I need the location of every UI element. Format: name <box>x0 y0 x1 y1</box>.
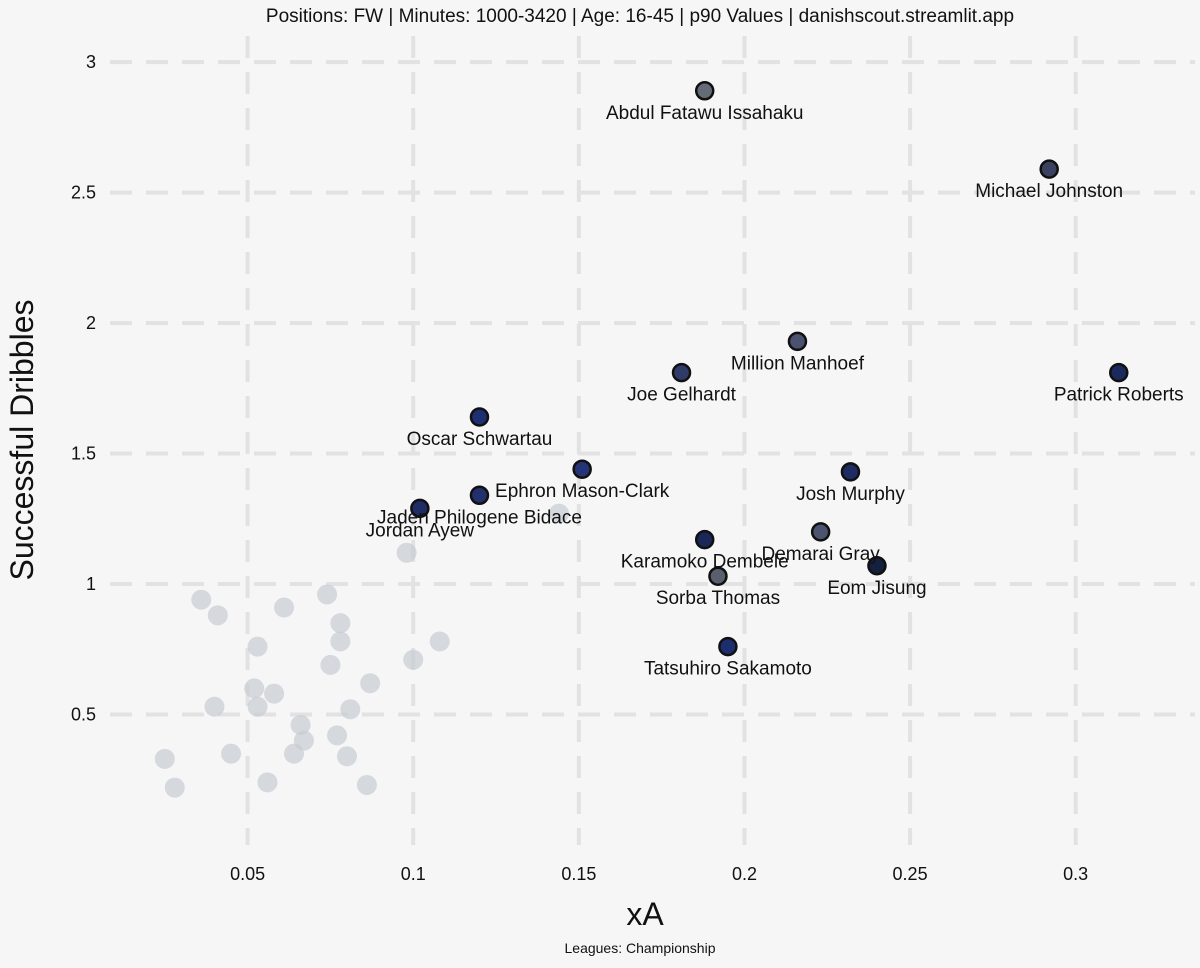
highlighted-player-point <box>694 529 715 550</box>
highlighted-player-point <box>694 81 715 101</box>
player-label: Eom Jisung <box>827 578 926 599</box>
player-label: Abdul Fatawu Issahaku <box>606 103 804 124</box>
highlighted-player-point <box>840 462 861 482</box>
player-point <box>327 725 348 746</box>
highlighted-player-point <box>410 498 430 519</box>
player-point <box>274 597 295 618</box>
highlighted-player-point <box>572 459 592 479</box>
highlighted-player-point <box>1109 362 1129 383</box>
player-label: Oscar Schwartau <box>407 429 553 450</box>
player-point <box>221 743 242 764</box>
x-axis-label: xA <box>626 896 664 932</box>
x-tick-label: 0.2 <box>732 864 757 884</box>
player-label: Patrick Roberts <box>1054 385 1184 406</box>
player-label: Ephron Mason-Clark <box>495 481 670 502</box>
player-point <box>283 743 304 764</box>
player-point <box>191 589 212 610</box>
player-point <box>207 605 228 626</box>
highlighted-player-point <box>708 566 728 586</box>
highlighted-player-point <box>671 362 692 383</box>
player-point <box>204 696 225 717</box>
player-point <box>396 542 417 563</box>
x-tick-labels: 0.05 0.1 0.15 0.2 0.25 0.3 <box>230 864 1088 884</box>
highlighted-players <box>410 81 1129 657</box>
player-point <box>244 678 265 699</box>
y-tick-labels: 0.5 1 1.5 2 2.5 3 <box>71 52 96 724</box>
player-point <box>290 714 311 735</box>
x-tick-label: 0.1 <box>401 864 426 884</box>
player-label: Karamoko Dembele <box>621 552 789 573</box>
player-label: Joe Gelhardt <box>627 385 737 406</box>
player-point <box>356 774 377 795</box>
player-label: Jordan Ayew <box>366 520 475 541</box>
y-tick-label: 1 <box>86 574 96 594</box>
y-tick-label: 1.5 <box>71 444 96 464</box>
player-label: Million Manhoef <box>731 353 865 374</box>
player-label: Tatsuhiro Sakamoto <box>644 659 812 680</box>
player-label: Demarai Gray <box>762 544 881 565</box>
x-tick-label: 0.25 <box>893 864 928 884</box>
player-label: Jaden Philogene Bidace <box>377 507 582 528</box>
y-tick-label: 2.5 <box>71 183 96 203</box>
chart-title: Positions: FW | Minutes: 1000-3420 | Age… <box>266 6 1014 27</box>
x-tick-label: 0.3 <box>1063 864 1088 884</box>
player-point <box>429 631 450 652</box>
grid-lines <box>110 36 1195 845</box>
player-point <box>154 748 175 769</box>
player-labels: Abdul Fatawu Issahaku Michael Johnston Mil… <box>366 103 1184 680</box>
y-tick-label: 3 <box>86 52 96 72</box>
player-point <box>548 503 569 524</box>
player-point <box>164 777 185 798</box>
highlighted-player-point <box>810 522 831 542</box>
highlighted-player-point <box>787 331 808 352</box>
player-point <box>257 772 278 793</box>
highlighted-player-point <box>469 407 490 427</box>
player-point <box>247 636 268 657</box>
x-tick-label: 0.05 <box>230 864 265 884</box>
highlighted-player-point <box>718 636 738 657</box>
player-point <box>320 654 341 675</box>
chart-caption: Leagues: Championship <box>565 940 716 956</box>
highlighted-player-point <box>867 556 887 576</box>
player-point <box>330 613 351 634</box>
player-label: Josh Murphy <box>796 484 905 505</box>
y-tick-label: 0.5 <box>71 705 96 725</box>
y-tick-label: 2 <box>86 313 96 333</box>
y-axis-label: Successful Dribbles <box>4 300 40 581</box>
player-point <box>264 683 285 704</box>
x-tick-label: 0.15 <box>561 864 596 884</box>
other-players <box>154 503 569 798</box>
player-label: Michael Johnston <box>975 181 1123 202</box>
player-point <box>360 673 381 694</box>
player-point <box>340 699 361 720</box>
highlighted-player-point <box>1039 159 1059 179</box>
player-point <box>317 584 338 605</box>
player-point <box>403 649 424 670</box>
highlighted-player-point <box>469 485 490 506</box>
player-label: Sorba Thomas <box>656 588 780 609</box>
player-point <box>330 631 351 652</box>
player-point <box>336 746 357 767</box>
player-point <box>247 696 268 717</box>
